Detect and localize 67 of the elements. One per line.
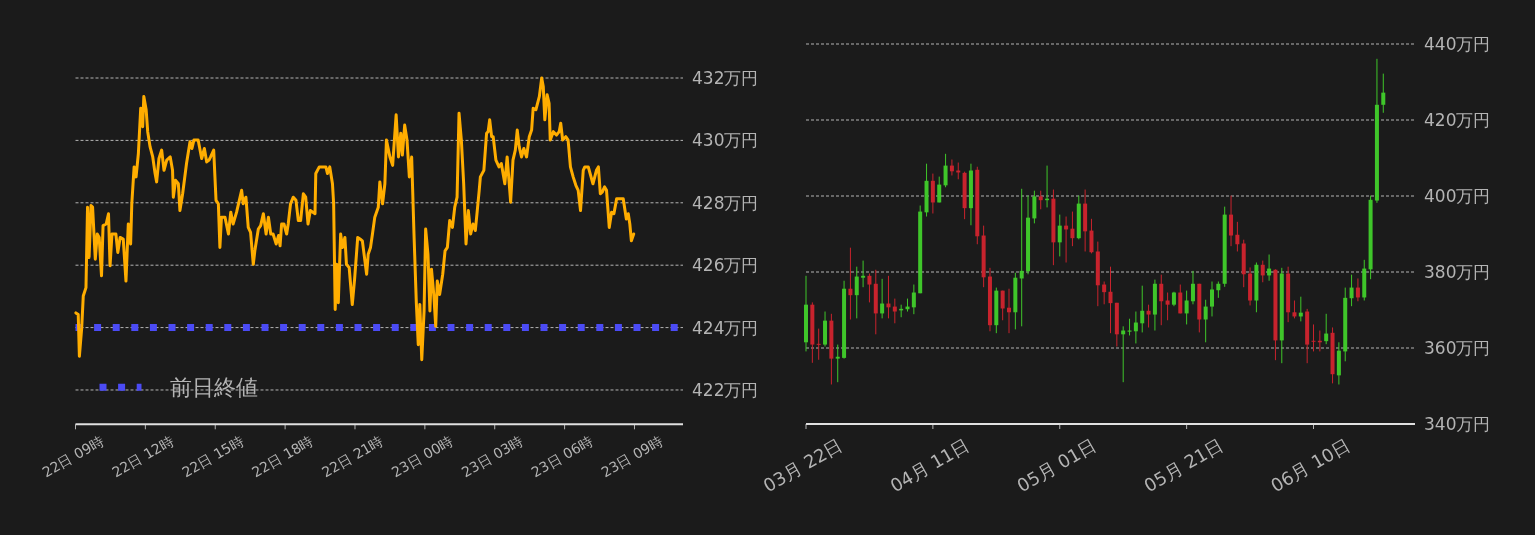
- candlestick: [1159, 274, 1164, 326]
- candlestick: [930, 173, 935, 214]
- candlestick: [1349, 274, 1354, 307]
- x-tick-label: 06月 10日: [1267, 434, 1354, 497]
- x-tick-label: 22日 21時: [319, 432, 386, 481]
- candlestick: [1229, 195, 1234, 247]
- candlestick: [937, 176, 942, 203]
- candlestick: [848, 247, 853, 320]
- y-tick-label: 432万円: [692, 68, 759, 88]
- candlestick: [1184, 290, 1189, 325]
- candlestick: [911, 284, 916, 315]
- candlestick: [1133, 311, 1138, 344]
- candlestick: [867, 273, 872, 303]
- candlestick: [1102, 281, 1107, 305]
- y-tick-label: 340万円: [1424, 414, 1491, 434]
- x-tick-label: 22日 15時: [179, 432, 247, 481]
- x-tick-label: 23日 03時: [458, 432, 526, 481]
- candlestick: [861, 260, 866, 288]
- candlestick: [1032, 190, 1037, 224]
- x-tick-label: 23日 00時: [388, 432, 456, 481]
- candlestick: [1140, 285, 1145, 333]
- x-tick-label: 03月 22日: [759, 434, 846, 497]
- candlestick: [823, 311, 828, 347]
- y-tick-label: 440万円: [1424, 34, 1491, 54]
- y-tick-label: 428万円: [692, 192, 759, 213]
- candlestick: [1057, 214, 1062, 257]
- legend-label: 前日終値: [169, 375, 258, 401]
- x-tick-label: 23日 06時: [528, 432, 596, 481]
- candlestick: [1260, 260, 1265, 283]
- candlestick: [1190, 270, 1195, 305]
- y-tick-label: 420万円: [1424, 110, 1491, 130]
- x-tick-label: 05月 01日: [1013, 434, 1100, 497]
- candlestick: [943, 153, 948, 188]
- candlestick: [1311, 323, 1316, 352]
- candlestick: [1165, 292, 1170, 321]
- candlestick: [1108, 266, 1113, 334]
- candlestick: [835, 344, 840, 383]
- y-tick-label: 360万円: [1424, 338, 1491, 358]
- candlestick: [1019, 188, 1024, 327]
- candlestick: [892, 298, 897, 324]
- candlestick: [1235, 221, 1240, 252]
- candlestick: [854, 266, 859, 319]
- y-tick-label: 400万円: [1424, 186, 1491, 206]
- y-tick-label: 422万円: [692, 379, 759, 400]
- candlestick: [1070, 211, 1075, 247]
- y-tick-label: 380万円: [1424, 262, 1491, 282]
- candlestick: [1355, 277, 1360, 302]
- x-tick-label: 22日 18時: [249, 432, 317, 481]
- x-tick-label: 05月 21日: [1140, 434, 1227, 497]
- x-tick-label: 04月 11日: [886, 434, 973, 497]
- x-tick-label: 22日 09時: [39, 432, 107, 481]
- candlestick: [1381, 73, 1386, 114]
- x-tick-label: 23日 09時: [598, 432, 666, 481]
- candlestick: [1210, 281, 1214, 317]
- candlestick: [1038, 190, 1043, 210]
- x-tick-label: 22日 12時: [109, 432, 177, 481]
- y-tick-label: 430万円: [692, 130, 759, 151]
- candlestick: [816, 328, 821, 361]
- y-tick-label: 424万円: [692, 317, 759, 338]
- candlestick: [1324, 313, 1329, 345]
- candlestick: [1203, 299, 1208, 343]
- candlestick: [1178, 284, 1183, 314]
- candlestick: [1146, 304, 1151, 328]
- y-tick-label: 426万円: [692, 255, 759, 276]
- candlestick: [1089, 218, 1094, 254]
- candlestick: [880, 278, 885, 319]
- candlestick: [1000, 290, 1005, 321]
